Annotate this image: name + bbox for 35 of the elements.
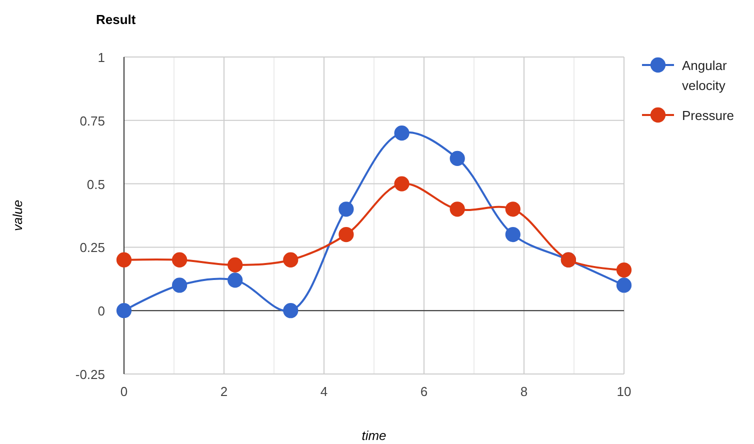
- point: [394, 126, 410, 141]
- point: [338, 202, 354, 217]
- y-tick-label: 0.25: [80, 240, 105, 256]
- y-tick-label: 0.5: [86, 176, 105, 192]
- x-tick-label: 6: [420, 384, 428, 399]
- x-tick-label: 8: [520, 384, 528, 399]
- point: [116, 303, 132, 318]
- point: [283, 252, 298, 268]
- point: [450, 150, 465, 166]
- x-axis-title: time: [362, 428, 386, 443]
- x-tick-label: 0: [120, 384, 128, 399]
- x-tick-label: 10: [616, 384, 632, 399]
- y-tick-label: 0: [98, 304, 105, 319]
- y-axis-title: value: [10, 200, 25, 232]
- y-tick-label: 0.75: [80, 113, 105, 128]
- legend-label: Angular velocity: [682, 58, 728, 93]
- point: [283, 303, 298, 318]
- chart-title: Result: [96, 12, 136, 27]
- point: [172, 278, 188, 293]
- point: [228, 272, 243, 288]
- point: [338, 226, 354, 242]
- point: [116, 252, 132, 268]
- legend-label: Pressure: [682, 108, 734, 123]
- point: [450, 202, 465, 217]
- point: [228, 257, 243, 273]
- point: [616, 262, 632, 278]
- point: [505, 202, 520, 217]
- point: [172, 252, 188, 268]
- y-tick-label: -0.25: [75, 367, 105, 382]
- y-tick-label: 1: [98, 50, 105, 65]
- x-tick-label: 4: [320, 384, 328, 399]
- x-tick-label: 2: [220, 384, 228, 399]
- point: [616, 278, 632, 293]
- point: [505, 226, 520, 242]
- point: [394, 176, 410, 192]
